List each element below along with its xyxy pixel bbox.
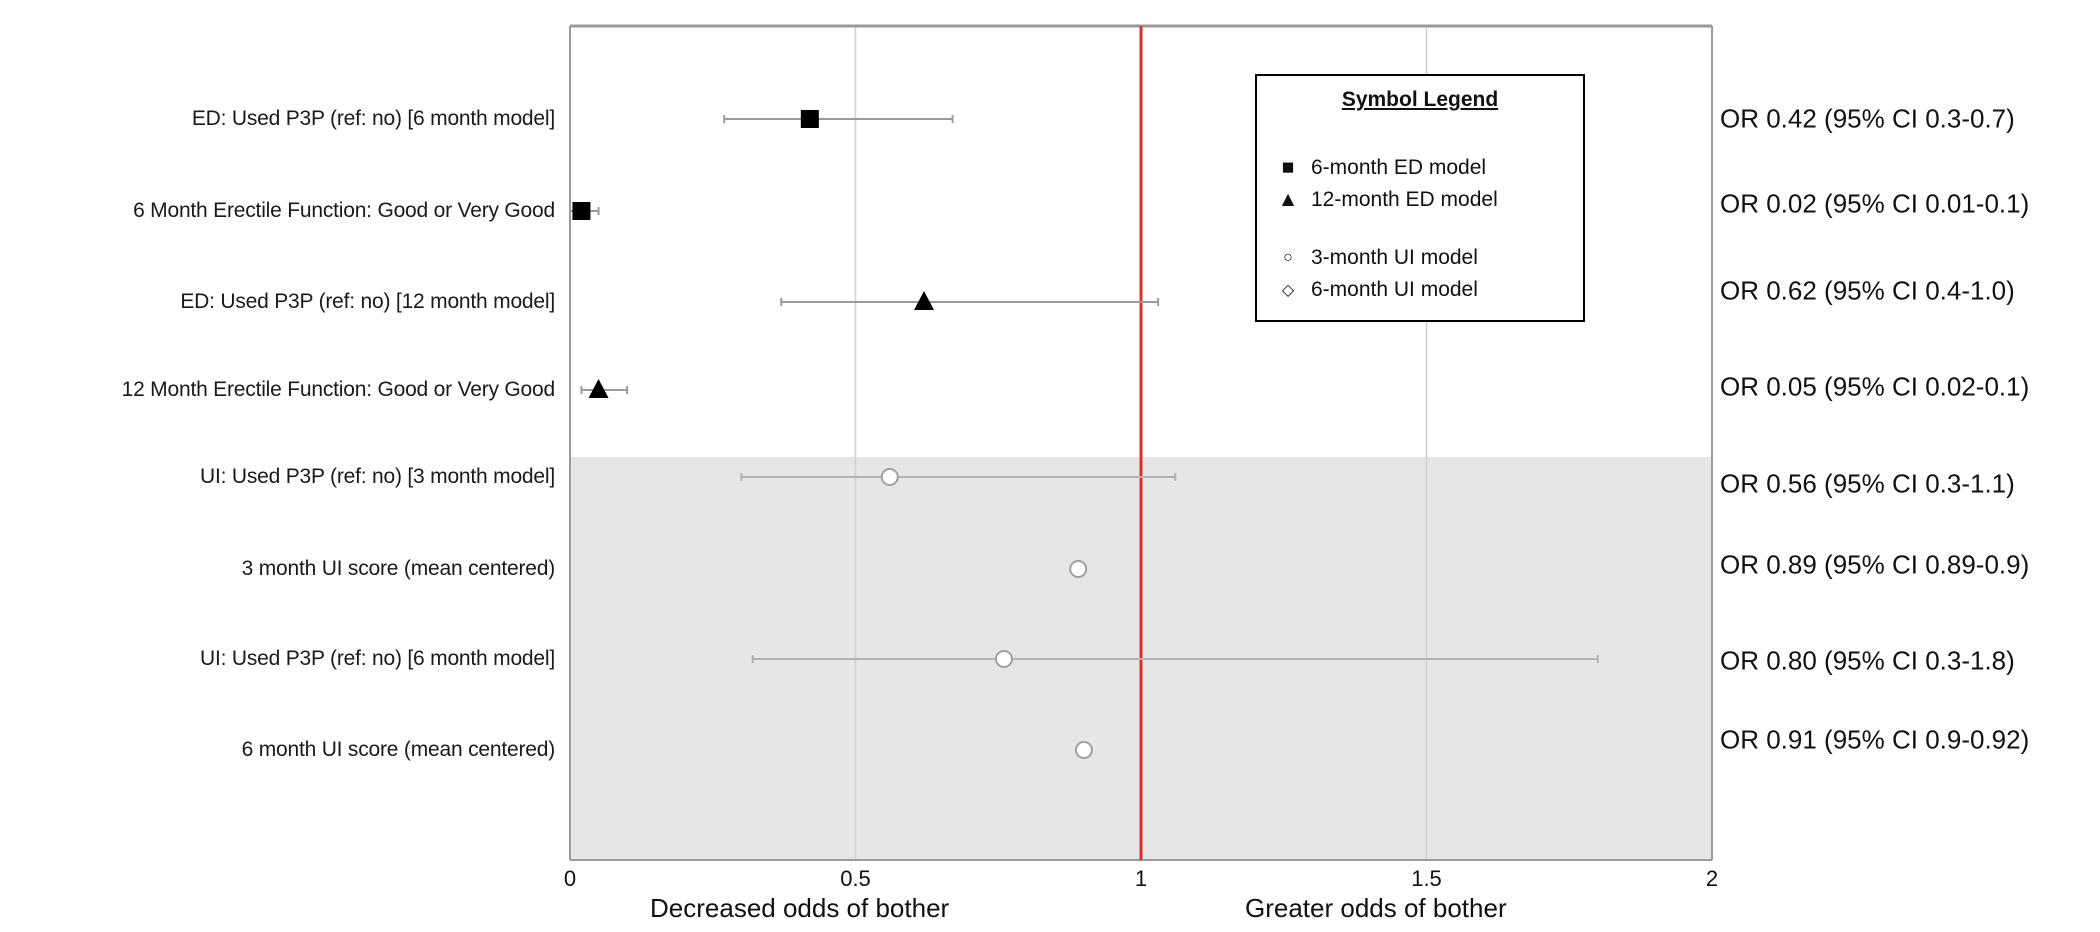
legend-title: Symbol Legend — [1341, 88, 1499, 111]
row-label: ED: Used P3P (ref: no) [12 month model] — [180, 290, 555, 313]
odds-ratio-label: OR 0.05 (95% CI 0.02-0.1) — [1720, 371, 2030, 402]
x-tick-label: 0.5 — [840, 866, 871, 891]
square-marker — [800, 110, 819, 128]
triangle-marker — [914, 291, 935, 310]
legend-label: 6-month UI model — [1311, 278, 1478, 301]
row-label: 6 month UI score (mean centered) — [241, 738, 556, 761]
circle-marker — [994, 650, 1013, 668]
xlabel-right: Greater odds of bother — [1245, 893, 1507, 923]
odds-ratio-label: OR 0.80 (95% CI 0.3-1.8) — [1720, 645, 2015, 676]
circle-icon: ○ — [1283, 249, 1293, 266]
row-label: ED: Used P3P (ref: no) [6 month model] — [191, 107, 555, 130]
row-label: 6 Month Erectile Function: Good or Very … — [133, 199, 555, 222]
legend-item-12-month-ed: ▲ 12-month ED model — [1277, 188, 1498, 212]
row-label: 3 month UI score (mean centered) — [241, 557, 556, 580]
diamond-icon: ◇ — [1281, 282, 1295, 299]
legend-item-6-month-ui: ◇ 6-month UI model — [1277, 278, 1478, 302]
symbol-legend: Symbol Legend ■ 6-month ED model ▲ 12-mo… — [1255, 74, 1585, 322]
triangle-marker — [588, 379, 609, 398]
odds-ratio-label: OR 0.89 (95% CI 0.89-0.9) — [1720, 549, 2030, 580]
row-label: 12 Month Erectile Function: Good or Very… — [121, 378, 556, 401]
circle-marker — [1069, 560, 1088, 578]
odds-ratio-label: OR 0.62 (95% CI 0.4-1.0) — [1720, 275, 2015, 306]
legend-item-3-month-ui: ○ 3-month UI model — [1277, 246, 1478, 270]
square-marker — [572, 202, 591, 220]
circle-marker — [880, 468, 899, 486]
legend-label: 12-month ED model — [1311, 188, 1498, 211]
legend-label: 3-month UI model — [1311, 246, 1478, 269]
legend-label: 6-month ED model — [1311, 156, 1487, 179]
x-tick-label: 1.5 — [1411, 866, 1442, 891]
odds-ratio-label: OR 0.91 (95% CI 0.9-0.92) — [1720, 724, 2030, 755]
odds-ratio-label: OR 0.56 (95% CI 0.3-1.1) — [1720, 468, 2015, 499]
legend-item-6-month-ed: ■ 6-month ED model — [1277, 156, 1486, 180]
triangle-icon: ▲ — [1277, 188, 1299, 211]
odds-ratio-label: OR 0.42 (95% CI 0.3-0.7) — [1720, 103, 2015, 134]
x-tick-label: 0 — [564, 866, 576, 891]
x-tick-label: 1 — [1135, 866, 1147, 891]
x-tick-label: 2 — [1706, 866, 1718, 891]
circle-marker — [1074, 741, 1093, 759]
odds-ratio-label: OR 0.02 (95% CI 0.01-0.1) — [1720, 188, 2030, 219]
xlabel-left: Decreased odds of bother — [650, 893, 950, 923]
row-label: UI: Used P3P (ref: no) [6 month model] — [199, 647, 555, 670]
row-label: UI: Used P3P (ref: no) [3 month model] — [199, 465, 555, 488]
square-icon: ■ — [1281, 156, 1295, 179]
